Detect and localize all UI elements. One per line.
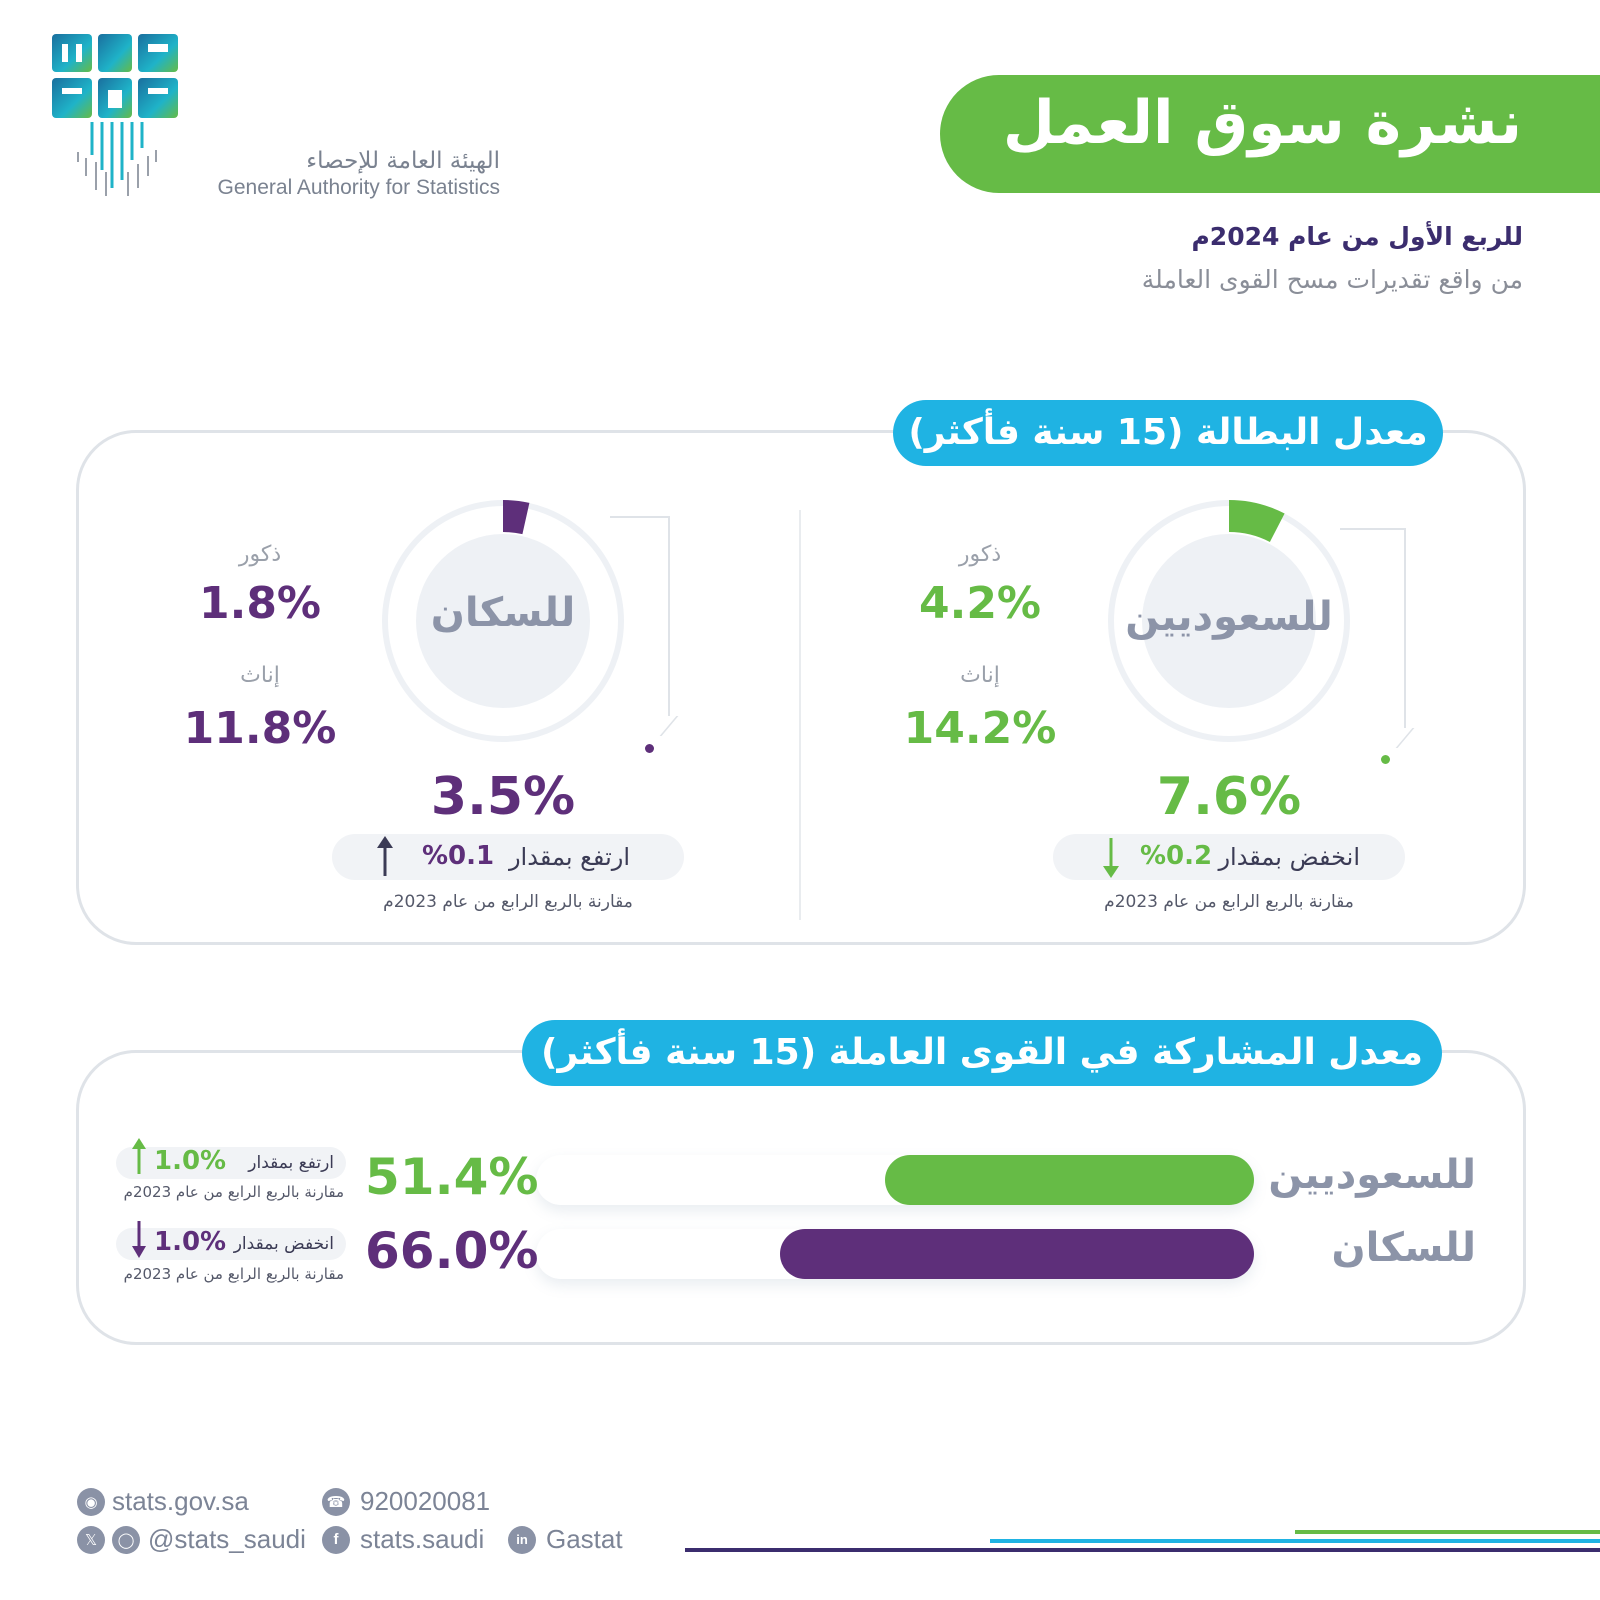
population-donut-label: للسكان <box>430 590 576 636</box>
participation-change-text: ارتفع بمقدار <box>248 1153 334 1173</box>
arrow-down-icon <box>132 1221 146 1258</box>
population-connector-dot <box>645 744 654 753</box>
population-change-value: %0.1 <box>422 841 495 871</box>
logo-arabic-name: الهيئة العامة للإحصاء <box>306 148 500 174</box>
donut-center <box>1142 534 1316 708</box>
donut-center <box>416 534 590 708</box>
footer-line-cyan <box>990 1539 1600 1543</box>
logo-english-name: General Authority for Statistics <box>217 176 500 199</box>
instagram-icon[interactable]: ◯ <box>112 1526 140 1554</box>
footer-line-green <box>1295 1530 1600 1534</box>
population-connector-line <box>610 516 670 716</box>
arrow-up-icon <box>132 1138 146 1174</box>
website-link[interactable]: stats.gov.sa <box>112 1486 249 1516</box>
saudis-change-text: انخفض بمقدار <box>1218 843 1360 871</box>
footer-line-navy <box>685 1548 1600 1552</box>
population-females-value: 11.8% <box>183 703 337 754</box>
saudis-females-label: إناث <box>960 663 1000 688</box>
participation-row-label: للسعوديين <box>1268 1152 1476 1198</box>
participation-change-value: 1.0% <box>154 1146 227 1176</box>
saudis-unemployment-donut <box>1100 492 1358 750</box>
participation-change-value: 1.0% <box>154 1227 227 1257</box>
source-subtitle: من واقع تقديرات مسح القوى العاملة <box>1141 265 1523 294</box>
participation-heading: معدل المشاركة في القوى العاملة (15 سنة ف… <box>522 1020 1442 1086</box>
arrow-down-icon <box>1103 838 1119 878</box>
page-title: نشرة سوق العمل <box>1002 88 1522 158</box>
social-handle[interactable]: @stats_saudi <box>148 1524 306 1554</box>
saudis-connector-line <box>1340 528 1406 728</box>
phone-number[interactable]: 920020081 <box>360 1486 491 1516</box>
globe-icon: ◉ <box>77 1488 105 1516</box>
population-males-label: ذكور <box>238 542 282 567</box>
participation-row-label: للسكان <box>1331 1225 1476 1271</box>
gastat-logo-mark <box>52 34 178 196</box>
gastat-logo: الهيئة العامة للإحصاء General Authority … <box>50 30 500 210</box>
saudis-females-value: 14.2% <box>903 703 1057 754</box>
population-females-label: إناث <box>240 663 280 688</box>
population-change-pill <box>332 834 684 880</box>
facebook-handle[interactable]: stats.saudi <box>360 1524 485 1554</box>
linkedin-handle[interactable]: Gastat <box>546 1524 623 1554</box>
panel-divider <box>799 510 801 920</box>
arrow-up-icon <box>377 836 393 876</box>
participation-change-pill <box>116 1228 346 1260</box>
population-unemployment-donut <box>374 492 632 750</box>
unemployment-heading: معدل البطالة (15 سنة فأكثر) <box>893 400 1443 466</box>
phone-icon: ☎ <box>322 1488 350 1516</box>
title-banner <box>940 75 1600 193</box>
saudis-connector-dot <box>1381 755 1390 764</box>
saudis-donut-label: للسعوديين <box>1125 594 1333 640</box>
x-icon[interactable]: 𝕏 <box>77 1526 105 1554</box>
linkedin-icon[interactable]: in <box>508 1526 536 1554</box>
population-males-value: 1.8% <box>198 578 322 629</box>
participation-bar-fill <box>884 1155 1254 1205</box>
participation-row-value: 51.4% <box>365 1148 539 1206</box>
participation-bar-fill <box>780 1229 1254 1279</box>
saudis-comparison-note: مقارنة بالربع الرابع من عام 2023م <box>1104 892 1354 912</box>
population-unemployment-rate: 3.5% <box>430 767 576 827</box>
population-comparison-note: مقارنة بالربع الرابع من عام 2023م <box>383 892 633 912</box>
saudis-unemployment-rate: 7.6% <box>1156 767 1302 827</box>
participation-bar-track <box>536 1229 1254 1279</box>
facebook-icon[interactable]: f <box>322 1526 350 1554</box>
participation-change-text: انخفض بمقدار <box>233 1234 334 1254</box>
participation-change-pill <box>116 1147 346 1179</box>
saudis-males-value: 4.2% <box>918 578 1042 629</box>
participation-comparison-note: مقارنة بالربع الرابع من عام 2023م <box>123 1183 344 1201</box>
donut-arc-population <box>503 500 530 535</box>
period-subtitle: للربع الأول من عام 2024م <box>1191 222 1523 251</box>
participation-comparison-note: مقارنة بالربع الرابع من عام 2023م <box>123 1265 344 1283</box>
saudis-change-value: %0.2 <box>1140 841 1213 871</box>
saudis-males-label: ذكور <box>958 542 1002 567</box>
donut-arc-saudis <box>1229 500 1285 542</box>
participation-bar-track <box>536 1155 1254 1205</box>
population-change-text: ارتفع بمقدار <box>508 843 630 871</box>
participation-row-value: 66.0% <box>365 1222 539 1280</box>
